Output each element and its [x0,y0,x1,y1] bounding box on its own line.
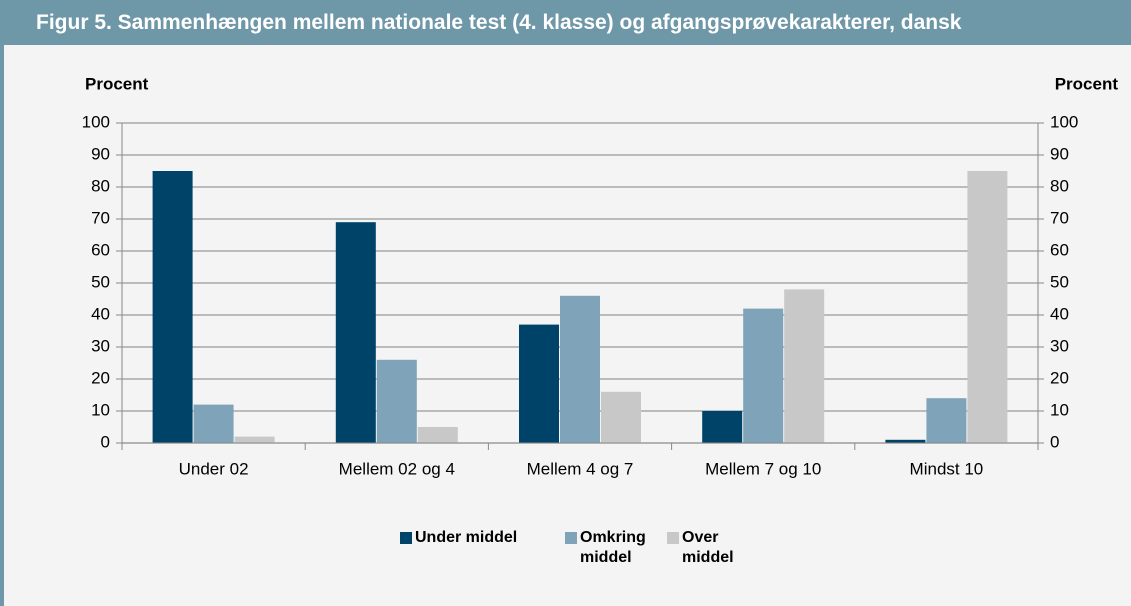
x-tick-label: Mellem 7 og 10 [705,459,821,478]
bar [743,308,784,443]
y2-tick-label: 20 [1050,368,1069,387]
y2-tick-label: 50 [1050,272,1069,291]
y-tick-label: 90 [91,144,110,163]
y2-tick-label: 30 [1050,336,1069,355]
bar [885,439,926,443]
bar [152,171,193,443]
legend-label: Omkring middel [580,529,646,566]
bar [519,324,559,443]
bar [193,404,234,443]
y-tick-label: 70 [91,208,110,227]
legend-label: Over middel [682,529,734,566]
y-tick-label: 100 [82,112,110,131]
bar [702,411,743,443]
y2-tick-label: 0 [1050,432,1059,451]
y-tick-label: 40 [91,304,110,323]
bar [967,171,1008,443]
x-tick-label: Mellem 4 og 7 [527,459,634,478]
bar [601,391,641,443]
legend-label: Under middel [415,529,518,546]
bar [335,222,376,443]
y-tick-label: 0 [101,432,110,451]
bar [376,359,417,443]
chart-title: Figur 5. Sammenhængen mellem nationale t… [0,0,1131,45]
y2-tick-label: 70 [1050,208,1069,227]
y-tick-label: 60 [91,240,110,259]
x-tick-label: Under 02 [179,459,249,478]
bar [784,289,825,443]
y2-tick-label: 100 [1050,112,1078,131]
bar [417,427,458,443]
y2-tick-label: 90 [1050,144,1069,163]
border [0,45,4,606]
y2-tick-label: 40 [1050,304,1069,323]
legend-swatch [565,532,577,544]
y2-tick-label: 10 [1050,400,1069,419]
x-tick-label: Mindst 10 [910,459,984,478]
legend-swatch [667,532,679,544]
bar [560,295,600,443]
bar [234,436,275,443]
y2-tick-label: 80 [1050,176,1069,195]
bar [926,398,967,443]
y-axis-label: Procent [85,74,149,93]
y-tick-label: 80 [91,176,110,195]
y2-tick-label: 60 [1050,240,1069,259]
y-tick-label: 50 [91,272,110,291]
x-tick-label: Mellem 02 og 4 [339,459,455,478]
y2-axis-label: Procent [1055,74,1119,93]
y-tick-label: 20 [91,368,110,387]
y-tick-label: 30 [91,336,110,355]
y-tick-label: 10 [91,400,110,419]
legend-swatch [400,532,412,544]
